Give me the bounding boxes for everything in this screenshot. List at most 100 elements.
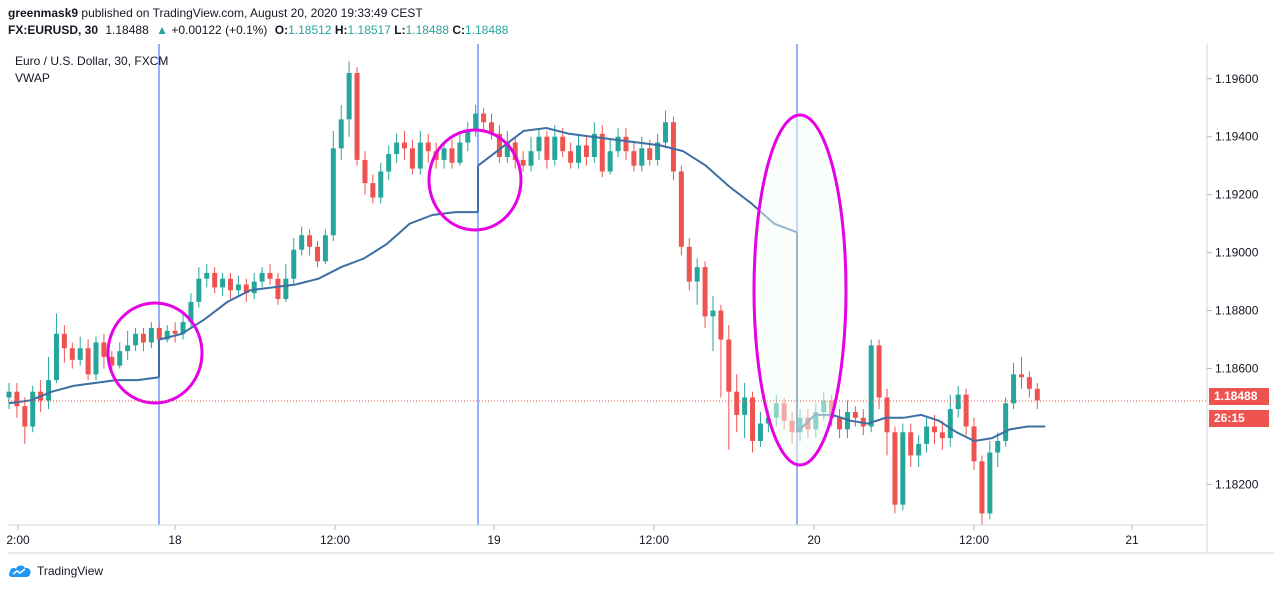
candle-body [931,426,937,433]
candle-body [757,423,763,441]
candle-body [101,342,107,357]
candle-body [576,145,582,163]
close-label: C: [452,23,465,37]
candle-body [30,391,36,427]
candle-body [1018,374,1024,378]
candle-body [702,267,708,317]
candle-body [837,417,843,430]
candle-body [164,330,170,340]
candle-body [607,151,613,172]
candle-body [85,348,91,375]
candle-body [520,159,526,166]
publish-info: published on TradingView.com, August 20,… [81,6,423,20]
candle-body [599,133,605,172]
candle-body [496,133,502,158]
candle-body [46,380,52,401]
candle-body [69,348,75,360]
candle-body [971,426,977,462]
candle-body [1003,403,1009,441]
last-price-tag: 1.18488 [1209,388,1269,405]
candle-body [979,461,985,514]
candle-body [686,246,692,282]
candle-body [742,397,748,415]
candle-body [710,310,716,317]
candle-body [148,327,154,343]
candle-body [1034,388,1040,401]
candle-body [77,348,83,360]
candle-body [314,246,320,262]
candle-body [852,411,858,418]
candle-body [726,339,732,392]
candle-body [939,432,945,439]
candle-body [995,440,1001,453]
candle-body [963,394,969,427]
time-tick-label: 18 [168,533,182,547]
candle-body [884,397,890,433]
candle-body [868,345,874,427]
candle-body [212,272,218,288]
candle-body [109,356,115,366]
chart-legend: Euro / U.S. Dollar, 30, FXCM VWAP [15,53,168,87]
price-tick-label: 1.19000 [1215,246,1259,260]
candle-body [330,148,336,236]
candle-body [259,272,265,282]
countdown-tag: 26:15 [1209,410,1269,427]
candle-body [908,432,914,456]
author-name[interactable]: greenmask9 [8,6,79,20]
vwap-segment [477,126,798,234]
time-tick-label: 21 [1125,533,1139,547]
chart-axes [8,44,1274,554]
price-tick-label: 1.19600 [1215,72,1259,86]
price-tick-label: 1.18200 [1215,477,1259,491]
candle-body [133,333,139,346]
tradingview-cloud-icon [8,565,31,577]
time-axis[interactable]: 2:00 18 12:00 19 12:00 20 12:00 21 [6,525,1139,547]
last-price-value: 1.18488 [105,23,149,37]
candle-body [481,113,487,123]
candle-body [196,278,202,302]
vwap-line [8,126,1046,443]
time-tick-label: 12:00 [320,533,350,547]
candle-body [117,351,123,366]
candle-body [544,136,550,160]
candle-body [267,272,273,279]
candle-body [220,278,226,288]
candle-body [227,278,233,291]
candle-body [235,284,241,291]
time-tick-label: 19 [487,533,501,547]
candle-body [441,148,447,160]
high-label: H: [334,23,348,37]
up-arrow-icon: ▲ [156,23,168,37]
candle-body [465,130,471,143]
candle-body [14,391,20,407]
candle-body [61,333,67,349]
instrument-title[interactable]: Euro / U.S. Dollar, 30, FXCM [15,54,169,68]
candle-body [670,122,676,172]
annotation-ellipse [106,301,204,405]
candle-body [156,327,162,340]
price-tick-label: 1.18800 [1215,304,1259,318]
candle-body [900,432,906,505]
time-tick-label: 20 [807,533,821,547]
candle-body [251,281,257,294]
candle-body [291,249,297,279]
candle-body [734,391,740,415]
candle-body [307,235,313,247]
footer-branding[interactable]: TradingView [8,564,103,578]
candle-body [639,148,645,166]
indicator-label[interactable]: VWAP [15,71,50,85]
candle-body [750,397,756,441]
vwap-segment [8,376,160,405]
candle-body [694,267,700,282]
candle-body [346,72,352,120]
price-tick-label: 1.19200 [1215,188,1259,202]
price-tick-label: 1.18600 [1215,362,1259,376]
candle-body [947,409,953,439]
candle-body [417,142,423,169]
candle-body [275,278,281,299]
candle-body [955,394,961,410]
candle-body [536,136,542,152]
price-axis[interactable]: 1.19600 1.19400 1.19200 1.19000 1.18800 1.186… [1207,72,1259,492]
candle-body [394,142,400,155]
